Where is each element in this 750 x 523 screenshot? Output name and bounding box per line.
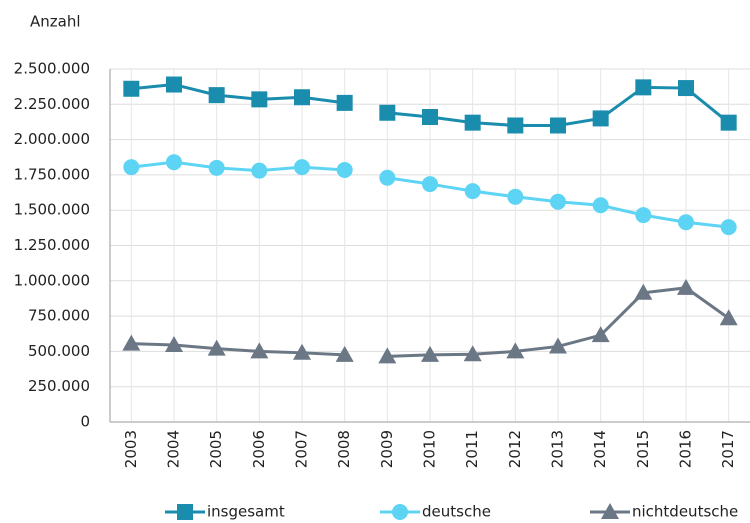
marker: [678, 80, 694, 97]
marker: [507, 188, 524, 205]
y-tick-label: 250.000: [28, 377, 90, 395]
y-tick-label: 2.500.000: [14, 60, 90, 78]
marker: [464, 114, 481, 131]
y-tick-label: 2.250.000: [14, 95, 90, 113]
series-line: [131, 342, 345, 357]
series-line: [131, 83, 345, 105]
marker: [464, 183, 481, 200]
marker: [336, 94, 353, 111]
y-tick-label: 2.000.000: [14, 130, 90, 148]
x-tick-label: 2006: [250, 430, 268, 468]
marker: [208, 87, 225, 104]
x-tick-label: 2012: [506, 430, 524, 468]
x-tick-label: 2014: [591, 430, 609, 468]
marker: [507, 117, 524, 134]
marker: [506, 342, 525, 359]
marker: [549, 337, 567, 354]
marker: [123, 80, 140, 97]
marker: [251, 162, 268, 179]
marker: [250, 342, 269, 359]
y-tick-label: 500.000: [28, 342, 90, 360]
marker: [635, 207, 652, 224]
marker: [294, 159, 310, 176]
y-tick-label: 0: [80, 413, 90, 431]
x-tick-label: 2015: [634, 430, 652, 468]
marker: [592, 197, 609, 214]
legend-label: nichtdeutsche: [632, 503, 738, 521]
marker: [251, 91, 268, 108]
series: [123, 76, 737, 134]
marker: [463, 345, 482, 362]
x-tick-label: 2010: [421, 430, 439, 468]
marker: [592, 110, 609, 127]
x-tick-label: 2005: [207, 430, 225, 468]
x-tick-label: 2007: [293, 430, 311, 468]
marker: [550, 193, 566, 210]
marker: [294, 89, 310, 106]
marker: [207, 339, 226, 356]
marker: [720, 114, 737, 131]
series-line: [131, 160, 345, 173]
x-tick-label: 2011: [463, 430, 481, 468]
marker: [634, 283, 653, 300]
x-tick-label: 2003: [122, 430, 140, 468]
marker: [166, 76, 182, 93]
marker: [421, 345, 439, 362]
y-tick-label: 1.750.000: [14, 165, 90, 183]
y-tick-label: 1.500.000: [14, 201, 90, 219]
legend-label: deutsche: [422, 503, 491, 521]
marker: [379, 104, 396, 121]
marker: [177, 504, 193, 520]
x-tick-label: 2017: [719, 430, 737, 468]
marker: [635, 79, 652, 96]
marker: [165, 336, 183, 353]
marker: [208, 159, 225, 176]
marker: [550, 117, 566, 134]
x-tick-label: 2008: [335, 430, 353, 468]
x-tick-label: 2016: [677, 430, 695, 468]
marker: [378, 347, 397, 364]
y-tick-label: 1.000.000: [14, 271, 90, 289]
x-tick-label: 2013: [549, 430, 567, 468]
marker: [719, 309, 738, 326]
y-tick-label: 1.250.000: [14, 236, 90, 254]
marker: [379, 169, 396, 186]
x-tick-label: 2004: [165, 430, 183, 468]
marker: [123, 159, 140, 176]
x-tick-label: 2009: [378, 430, 396, 468]
marker: [122, 334, 141, 351]
marker: [720, 219, 737, 236]
marker: [335, 345, 354, 362]
marker: [166, 154, 182, 171]
legend-label: insgesamt: [207, 503, 285, 521]
marker: [591, 326, 610, 343]
y-tick-label: 750.000: [28, 307, 90, 325]
marker: [392, 504, 408, 520]
marker: [601, 503, 619, 519]
marker: [293, 343, 311, 360]
chart-title: Anzahl: [30, 13, 81, 31]
marker: [422, 176, 438, 193]
marker: [677, 278, 695, 295]
marker: [422, 109, 438, 126]
series: [123, 154, 737, 236]
marker: [336, 161, 353, 178]
marker: [678, 214, 694, 231]
series: [122, 278, 738, 364]
